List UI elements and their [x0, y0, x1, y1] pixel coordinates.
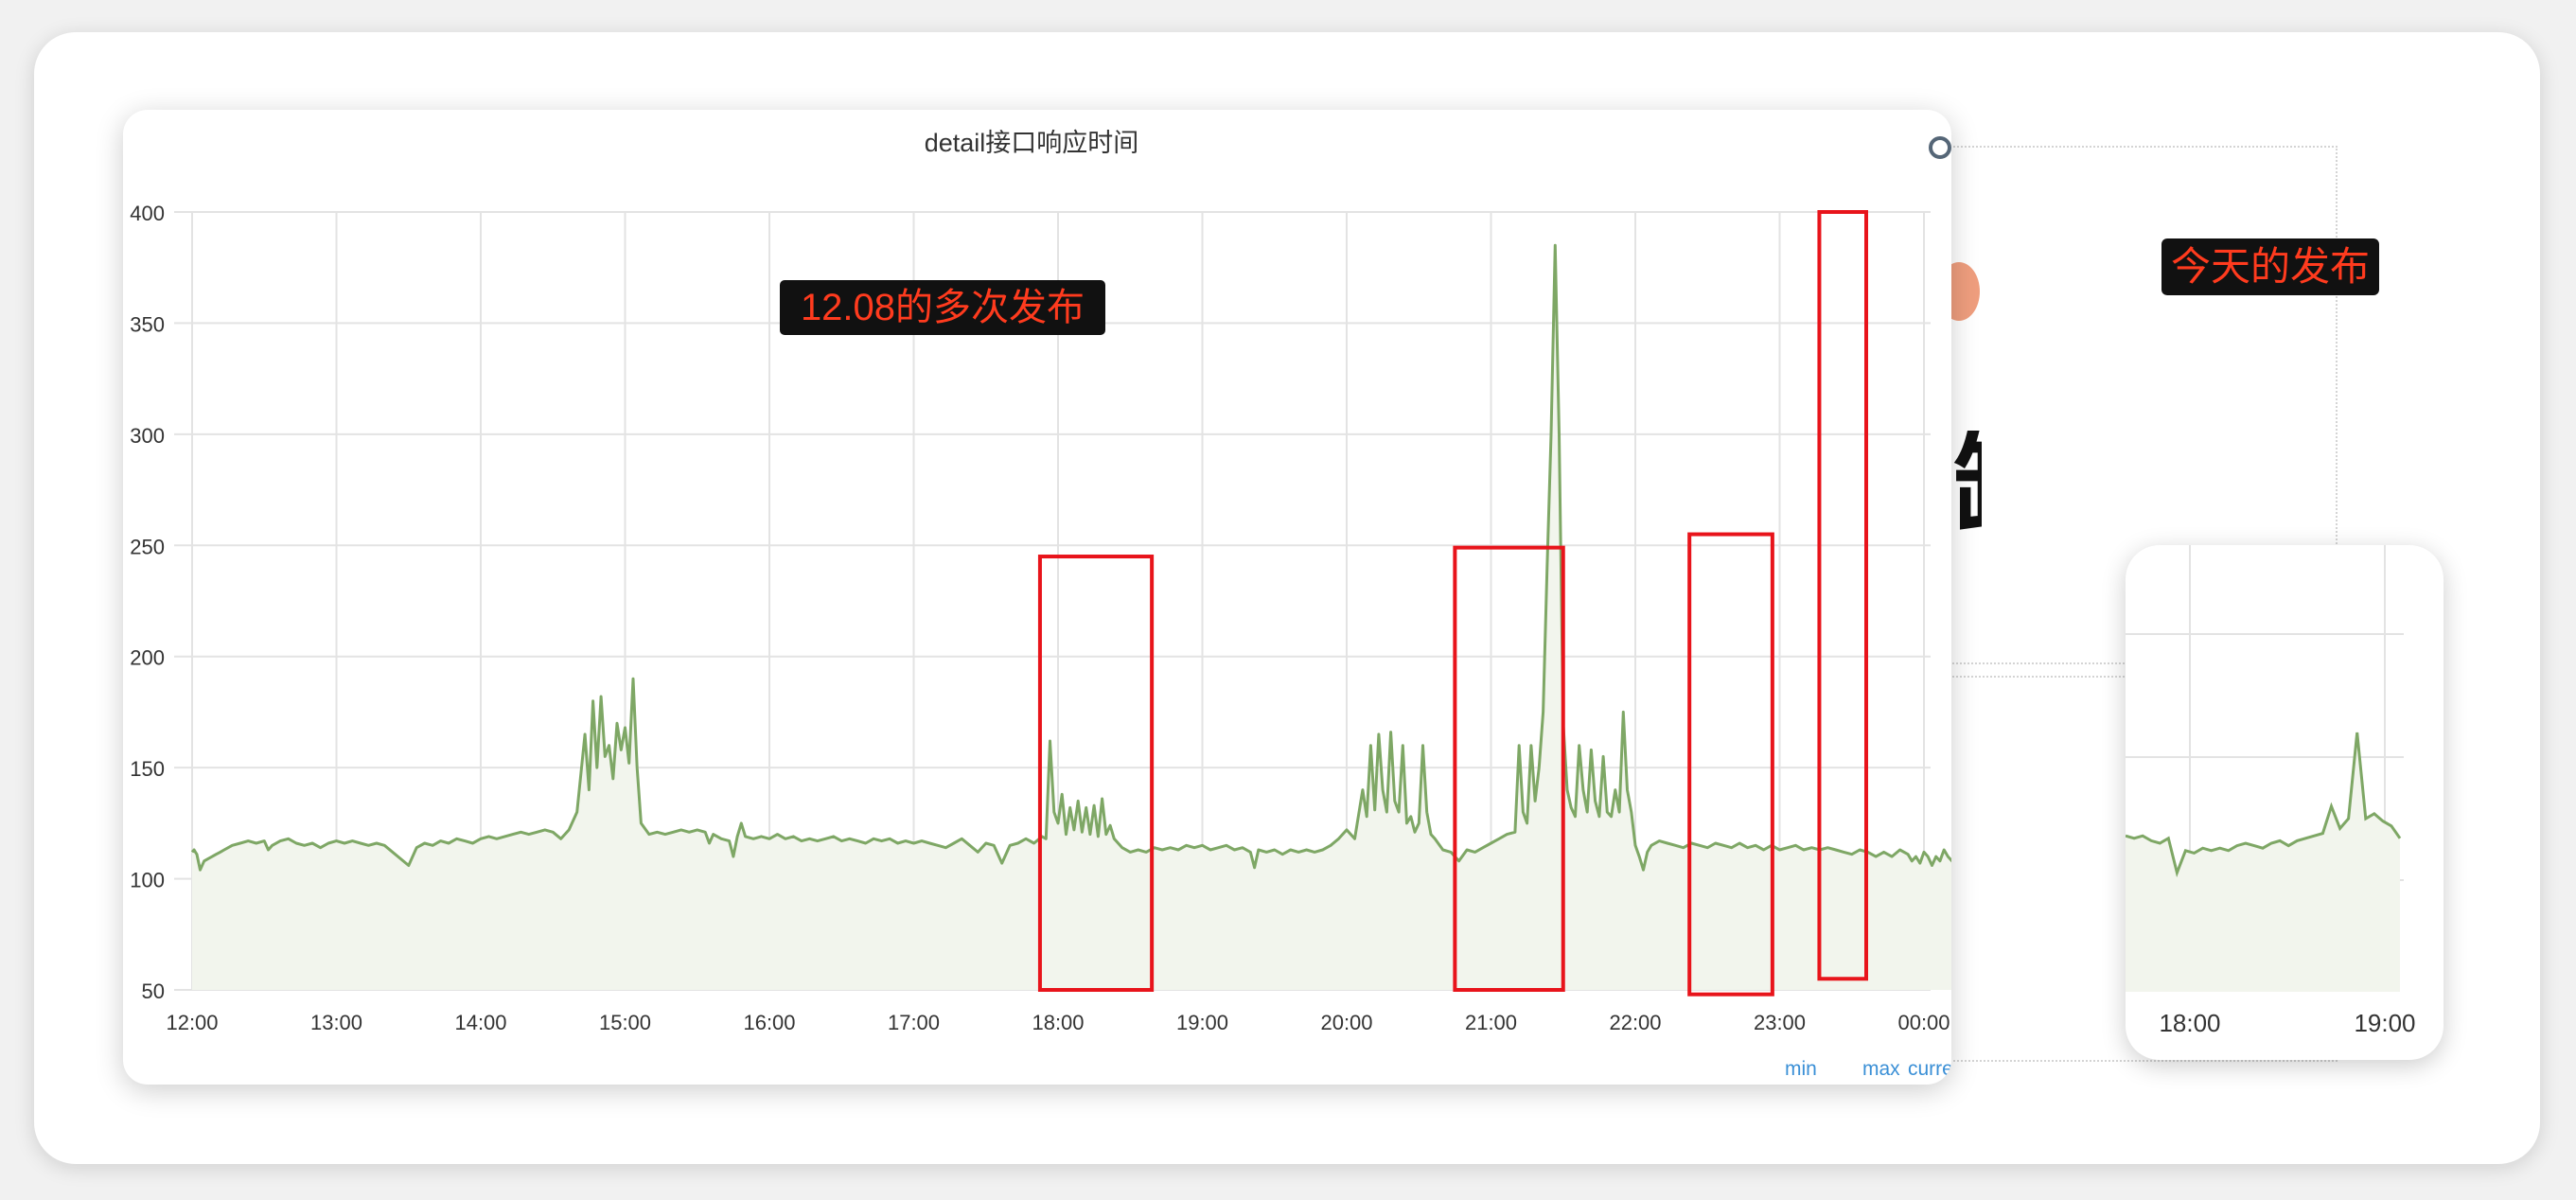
chart-legend: min max current — [1785, 1058, 1951, 1080]
x-tick-label: 12:00 — [166, 1011, 218, 1034]
x-tick-label: 16:00 — [743, 1011, 795, 1034]
release-highlight-box — [1037, 555, 1155, 992]
release-highlight-box — [1817, 210, 1868, 981]
thumb-area-fill — [2126, 732, 2400, 992]
thumb-plot-layer — [2126, 732, 2402, 992]
x-tick-label: 18:00 — [1032, 1011, 1084, 1034]
backdrop-partial-glyph: 缸 — [1953, 431, 1982, 544]
x-tick-label: 14:00 — [454, 1011, 506, 1034]
x-tick-label: 23:00 — [1754, 1011, 1806, 1034]
y-tick-label: 200 — [130, 646, 165, 670]
label-layer: 50 100 150 200 250 300 350 400 12:00 13:00 14:00 15… — [130, 202, 1950, 1034]
response-time-chart: 50 100 150 200 250 300 350 400 12:00 13:00 14:00 15… — [130, 129, 1951, 1080]
series-area-fill — [192, 245, 1951, 990]
y-tick-label: 50 — [142, 979, 165, 1003]
thumb-label-layer: 18:00 19:00 — [2159, 1009, 2415, 1037]
y-tick-label: 400 — [130, 202, 165, 225]
y-tick-label: 300 — [130, 424, 165, 448]
y-tick-label: 100 — [130, 869, 165, 892]
chart-title: detail接口响应时间 — [925, 129, 1139, 157]
panel-menu-icon[interactable] — [1929, 136, 1951, 159]
x-tick-label: 13:00 — [310, 1011, 362, 1034]
release-callout: 12.08的多次发布 — [780, 280, 1105, 335]
legend-item-current: current — [1908, 1058, 1951, 1080]
series-line — [190, 243, 1951, 872]
thumb-x-tick-label: 19:00 — [2354, 1009, 2415, 1037]
x-tick-label: 00:00 — [1897, 1011, 1950, 1034]
x-tick-label: 17:00 — [888, 1011, 940, 1034]
main-chart-card: 50 100 150 200 250 300 350 400 12:00 13:00 14:00 15… — [123, 110, 1951, 1085]
plot-layer — [190, 243, 1951, 990]
y-tick-label: 350 — [130, 312, 165, 336]
annotation-layer — [1037, 210, 1868, 997]
today-release-label: 今天的发布 — [2161, 238, 2380, 295]
thumbnail-chart: 18:00 19:00 — [2126, 545, 2416, 1037]
release-highlight-box — [1453, 545, 1565, 992]
release-highlight-box — [1687, 532, 1774, 997]
thumbnail-chart-card: 18:00 19:00 — [2126, 545, 2444, 1060]
thumb-series-line — [2126, 732, 2402, 878]
legend-item-min: min — [1785, 1058, 1817, 1080]
x-tick-label: 19:00 — [1176, 1011, 1228, 1034]
legend-item-max: max — [1862, 1058, 1900, 1080]
x-tick-label: 21:00 — [1465, 1011, 1517, 1034]
callout-text: 12.08的多次发布 — [801, 287, 1085, 328]
y-tick-label: 250 — [130, 535, 165, 558]
x-tick-label: 15:00 — [599, 1011, 651, 1034]
x-tick-label: 22:00 — [1609, 1011, 1661, 1034]
thumb-x-tick-label: 18:00 — [2159, 1009, 2220, 1037]
y-tick-label: 150 — [130, 757, 165, 781]
x-tick-label: 20:00 — [1320, 1011, 1372, 1034]
